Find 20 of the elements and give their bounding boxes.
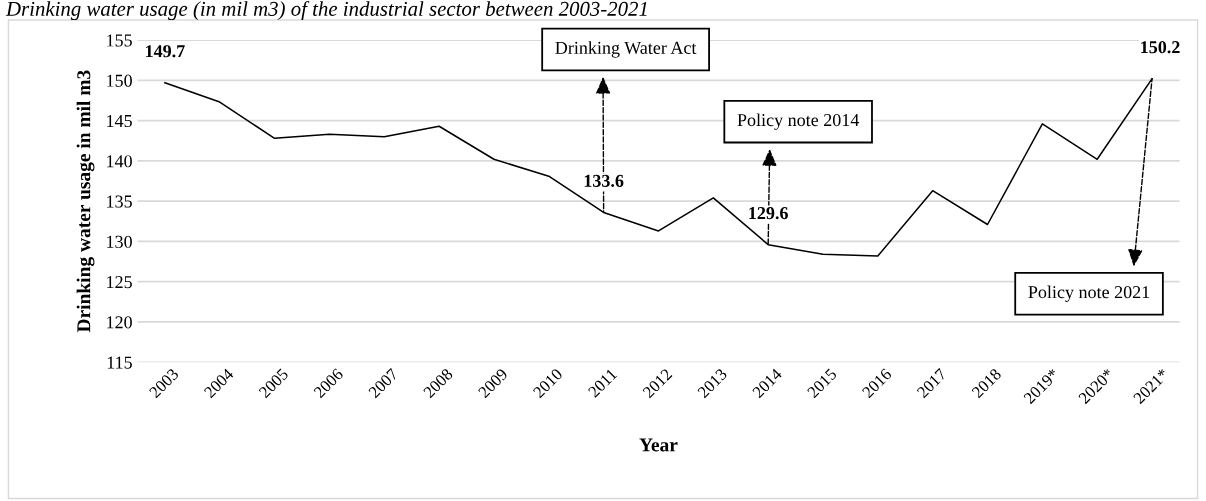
y-axis-title: Drinking water usage in mil m3	[76, 70, 95, 333]
x-axis-title: Year	[639, 438, 678, 452]
chart-title: Drinking water usage (in mil m3) of the industrial sector between 2003-2021	[5, 1, 647, 21]
y-tick-label: 140	[107, 155, 132, 168]
y-tick-label: 120	[107, 316, 132, 329]
data-label: 133.6	[584, 174, 624, 188]
y-tick-label: 135	[107, 195, 132, 208]
annotation: Policy note 2014	[737, 113, 860, 130]
data-label: 150.2	[1141, 41, 1180, 54]
y-tick-label: 130	[107, 235, 132, 248]
data-label: 149.7	[146, 45, 185, 58]
data-label: 129.6	[749, 207, 788, 220]
annotation: Policy note 2021	[1028, 285, 1150, 302]
annotation: Drinking Water Act	[555, 41, 697, 58]
y-tick-label: 155	[107, 34, 132, 47]
y-tick-label: 115	[107, 356, 132, 369]
y-tick-label: 150	[107, 74, 132, 87]
x-tick-label: 2011	[587, 368, 618, 398]
y-tick-label: 145	[107, 114, 132, 128]
y-tick-label: 125	[107, 276, 132, 289]
